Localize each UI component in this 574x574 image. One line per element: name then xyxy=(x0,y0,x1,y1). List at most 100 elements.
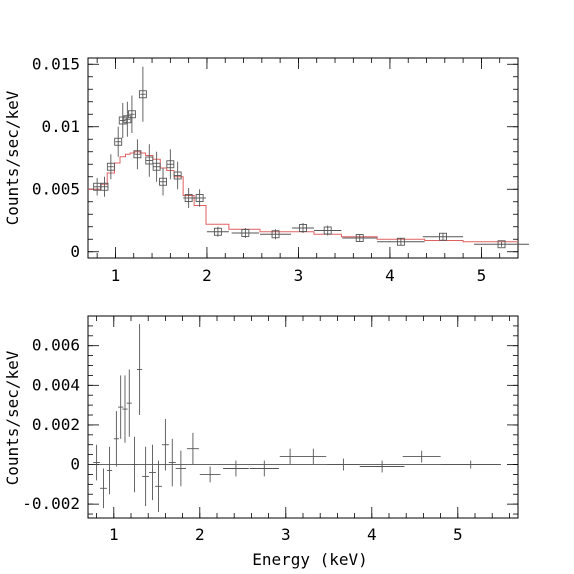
data-point xyxy=(300,448,327,465)
data-point xyxy=(173,161,182,190)
x-tick-label: 1 xyxy=(109,525,119,544)
residual-x-ticks: 1 2 3 4 5 xyxy=(96,316,510,544)
data-point xyxy=(422,232,464,241)
square-marker xyxy=(138,90,147,99)
square-marker xyxy=(195,194,204,202)
y-tick-label: 0.015 xyxy=(32,54,80,73)
square-marker xyxy=(184,194,193,202)
data-point xyxy=(359,460,405,473)
data-point xyxy=(133,139,142,170)
square-marker xyxy=(166,160,175,169)
x-tick-label: 4 xyxy=(367,525,377,544)
y-tick-label: 0 xyxy=(70,242,80,261)
data-point xyxy=(440,460,501,469)
data-point xyxy=(122,375,128,443)
residual-points xyxy=(93,323,501,513)
data-point xyxy=(127,95,136,133)
data-point xyxy=(313,225,342,236)
residual-x-axis-label: Energy (keV) xyxy=(252,550,368,569)
y-tick-label: 0.005 xyxy=(32,179,80,198)
data-point xyxy=(126,369,132,437)
data-point xyxy=(93,178,102,196)
y-tick-label: 0.002 xyxy=(32,415,80,434)
spectrum-points xyxy=(93,66,529,249)
square-marker xyxy=(299,224,307,232)
y-tick-label: -0.002 xyxy=(22,494,80,513)
data-point xyxy=(168,438,176,487)
residual-panel: 1 2 3 4 5 -0.002 0 0.002 0.004 0.006 Counts/sec/… xyxy=(3,315,519,569)
square-marker xyxy=(396,237,405,246)
square-marker xyxy=(106,162,115,171)
data-point xyxy=(100,176,109,197)
data-point xyxy=(118,103,127,138)
data-point xyxy=(279,448,301,465)
data-point xyxy=(152,151,161,182)
x-tick-label: 2 xyxy=(195,525,205,544)
square-marker xyxy=(145,156,154,165)
data-point xyxy=(377,237,425,246)
square-marker xyxy=(241,229,250,237)
y-tick-label: 0 xyxy=(70,455,80,474)
square-marker xyxy=(213,227,222,236)
data-point xyxy=(159,168,167,196)
data-point xyxy=(193,189,207,207)
data-point xyxy=(149,444,156,501)
x-tick-label: 5 xyxy=(477,266,487,285)
square-marker xyxy=(355,234,364,242)
x-tick-label: 1 xyxy=(111,266,121,285)
data-point xyxy=(142,446,150,507)
data-point xyxy=(106,446,113,495)
square-marker xyxy=(152,162,161,171)
model-curve xyxy=(88,151,518,243)
square-marker xyxy=(439,232,447,241)
data-point xyxy=(114,126,123,157)
data-point xyxy=(186,432,199,465)
spectrum-panel: 1 2 3 4 5 0 0.005 0.01 0.015 Counts/sec/keV xyxy=(3,54,529,285)
data-point xyxy=(166,149,175,180)
spectrum-y-ticks: 0 0.005 0.01 0.015 xyxy=(32,54,518,261)
data-point xyxy=(138,66,147,122)
square-marker xyxy=(173,171,182,180)
data-point xyxy=(183,188,195,208)
square-marker xyxy=(271,230,280,239)
data-point xyxy=(155,460,162,513)
data-point xyxy=(292,223,314,233)
residual-y-axis-label: Counts/sec/keV xyxy=(3,350,22,485)
data-point xyxy=(206,226,229,237)
data-point xyxy=(231,228,260,238)
square-marker xyxy=(118,116,127,125)
data-point xyxy=(123,101,132,137)
x-tick-label: 3 xyxy=(281,525,291,544)
residual-y-ticks: -0.002 0 0.002 0.004 0.006 xyxy=(22,315,518,515)
data-point xyxy=(137,323,143,416)
data-point xyxy=(131,436,138,493)
square-marker xyxy=(133,150,142,159)
spectrum-y-axis-label: Counts/sec/keV xyxy=(3,90,22,225)
spectrum-panel-frame xyxy=(87,57,519,259)
data-point xyxy=(223,460,249,477)
square-marker xyxy=(127,110,136,119)
x-tick-label: 5 xyxy=(453,525,463,544)
spectrum-x-ticks: 1 2 3 4 5 xyxy=(96,58,519,285)
data-point xyxy=(199,466,221,483)
data-point xyxy=(113,411,119,467)
square-marker xyxy=(159,177,167,186)
data-point xyxy=(402,450,441,463)
data-point xyxy=(145,144,154,177)
y-tick-label: 0.004 xyxy=(32,375,80,394)
data-point xyxy=(161,418,169,471)
data-point xyxy=(175,450,187,487)
x-tick-label: 4 xyxy=(385,266,395,285)
square-marker xyxy=(123,115,132,124)
y-tick-label: 0.01 xyxy=(41,117,80,136)
y-tick-label: 0.006 xyxy=(32,336,80,355)
data-point xyxy=(106,154,115,180)
data-point xyxy=(342,234,378,242)
square-marker xyxy=(114,137,123,146)
square-marker xyxy=(497,240,506,249)
data-point xyxy=(100,468,107,509)
data-point xyxy=(249,460,279,477)
data-point xyxy=(260,229,292,240)
data-point xyxy=(118,375,124,439)
